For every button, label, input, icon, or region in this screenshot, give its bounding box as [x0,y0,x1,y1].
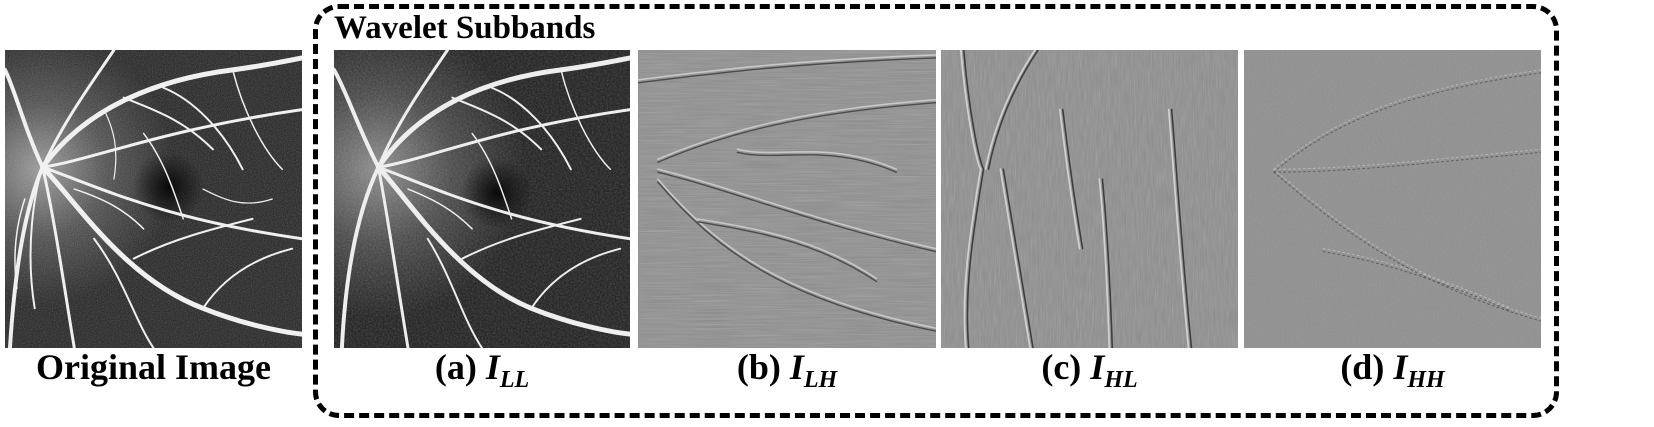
hh-subband-image [1244,50,1541,348]
hl-subband-caption: (c) IHL [1041,347,1138,393]
hl-subband-image [941,50,1238,348]
hh-subband-caption: (d) IHH [1340,347,1445,393]
original-image-caption: Original Image [36,347,271,387]
original-image [5,50,302,348]
lh-subband-caption: (b) ILH [736,347,838,393]
ll-subband-image [334,50,630,348]
ll-subband-caption: (a) ILL [434,347,530,393]
lh-subband-image [638,50,936,348]
wavelet-subbands-title: Wavelet Subbands [334,10,596,46]
wavelet-subbands-group-border [313,4,1559,418]
